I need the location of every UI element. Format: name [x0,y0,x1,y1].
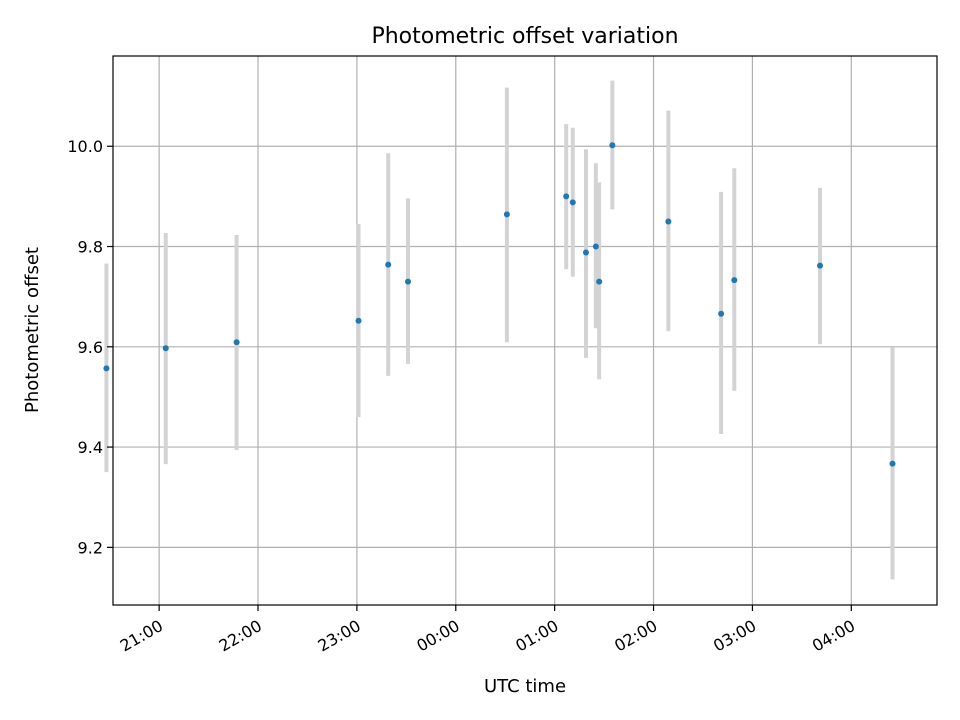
data-point [233,339,240,346]
plot-frame [112,55,938,606]
y-tick-label: 9.6 [78,338,103,357]
x-axis-label: UTC time [484,676,566,697]
y-tick-label: 9.4 [78,438,103,457]
grid-lines [113,56,937,605]
data-point [718,310,725,317]
y-axis-ticks: 9.2 9.4 9.6 9.8 10.0 [67,137,113,557]
y-axis-label: Photometric offset [22,247,43,413]
data-point [592,243,599,250]
data-point [503,211,510,218]
data-point [385,261,392,268]
y-tick-label: 9.8 [78,238,103,257]
data-point [816,262,823,269]
data-point [404,278,411,285]
y-tick-label: 10.0 [67,137,103,156]
data-point [103,365,110,372]
data-point [731,277,738,284]
y-tick-label: 9.2 [78,538,103,557]
data-point [582,249,589,256]
data-point [889,460,896,467]
data-point [596,278,603,285]
data-point [609,142,616,149]
data-point [569,199,576,206]
data-point [355,317,362,324]
data-point [162,345,169,352]
data-point [563,193,570,200]
data-point [665,218,672,225]
data-points [103,142,896,467]
chart-title: Photometric offset variation [371,24,678,49]
